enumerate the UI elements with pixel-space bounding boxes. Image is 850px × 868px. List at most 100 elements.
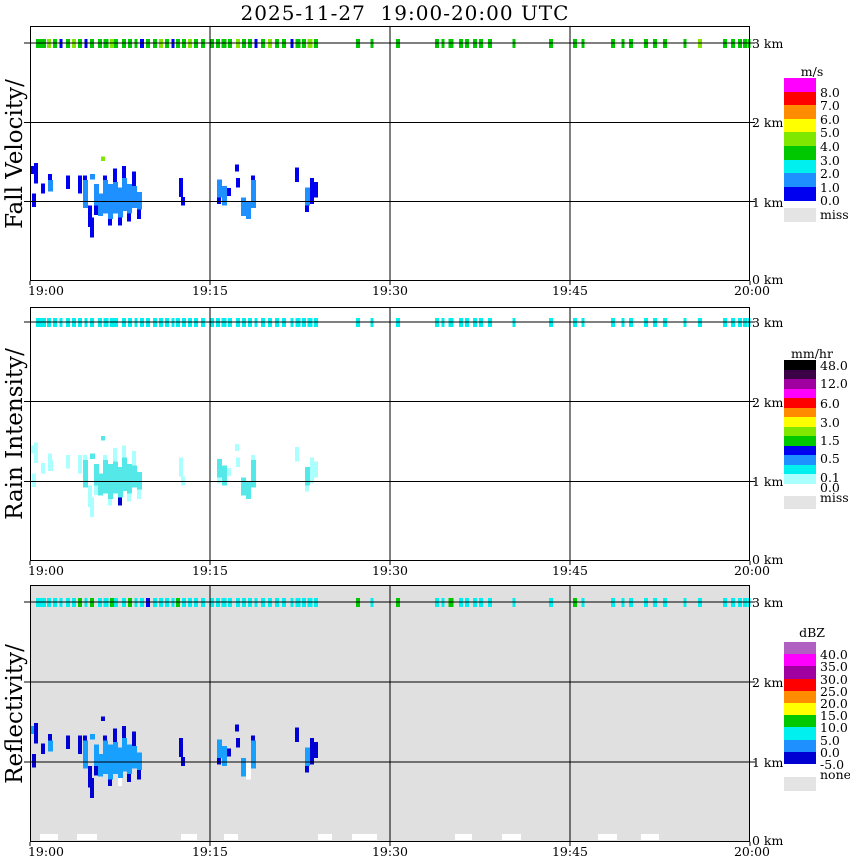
echo-streak bbox=[122, 166, 126, 178]
xtick-label: 20:00 bbox=[733, 283, 771, 298]
footer-mark bbox=[40, 834, 58, 840]
echo-streak bbox=[122, 445, 126, 458]
km-label: 2 km bbox=[752, 115, 784, 130]
echo-streak bbox=[103, 180, 108, 214]
echo-streak bbox=[103, 735, 107, 741]
legend-cell bbox=[784, 654, 816, 667]
echo-streak bbox=[32, 193, 36, 208]
echo-streak bbox=[217, 739, 222, 758]
echo-streak bbox=[34, 442, 38, 463]
echo-streak bbox=[90, 778, 94, 798]
echo-streak bbox=[103, 459, 108, 494]
echo-streak bbox=[236, 738, 240, 748]
echo-streak bbox=[122, 177, 127, 212]
legend-cell bbox=[784, 445, 816, 456]
ylabel-fall-velocity: Fall Velocity/ bbox=[2, 78, 28, 229]
echo-streak bbox=[113, 181, 118, 214]
echo-streak bbox=[122, 726, 126, 738]
echo-streak bbox=[94, 463, 99, 486]
echo-streak bbox=[241, 477, 246, 496]
echo-streak bbox=[103, 740, 108, 774]
legend-title-reflectivity: dBZ bbox=[799, 625, 825, 640]
echo-streak bbox=[127, 463, 132, 494]
echo-streak bbox=[41, 463, 45, 474]
echo-streak bbox=[227, 188, 231, 197]
echo-streak bbox=[118, 497, 122, 506]
xtick-label: 19:45 bbox=[551, 844, 589, 859]
legend-label: 0.5 bbox=[820, 451, 840, 466]
echo-streak bbox=[179, 738, 183, 758]
legend-cell bbox=[784, 455, 816, 465]
echo-streak bbox=[90, 453, 95, 459]
echo-streak bbox=[305, 187, 310, 206]
echo-streak bbox=[222, 465, 227, 486]
echo-streak bbox=[66, 455, 70, 469]
legend-label: 6.0 bbox=[820, 112, 840, 127]
echo-streak bbox=[88, 485, 92, 507]
echo-streak bbox=[305, 766, 309, 773]
legend-label: 12.0 bbox=[820, 376, 848, 391]
echo-streak bbox=[32, 754, 36, 768]
km-label: 2 km bbox=[752, 395, 784, 410]
echo-streak bbox=[246, 481, 251, 499]
km-label: 2 km bbox=[752, 675, 784, 690]
echo-streak bbox=[83, 180, 88, 208]
echo-streak bbox=[90, 217, 94, 238]
echo-streak bbox=[98, 473, 103, 496]
echo-streak bbox=[217, 197, 221, 204]
echo-streak bbox=[48, 740, 53, 752]
legend-label: 0.0 bbox=[820, 480, 840, 495]
xtick-label: 19:30 bbox=[371, 844, 409, 859]
echo-streak bbox=[94, 184, 99, 206]
legend-label: 1.0 bbox=[820, 180, 840, 195]
legend-cell bbox=[784, 739, 816, 753]
footer-mark bbox=[641, 834, 659, 840]
echo-streak bbox=[251, 740, 256, 769]
echo-streak bbox=[236, 177, 240, 188]
echo-streak bbox=[127, 493, 131, 502]
echo-streak bbox=[251, 175, 255, 181]
echo-streak bbox=[127, 213, 131, 222]
echo-streak bbox=[132, 746, 137, 769]
echo-streak bbox=[118, 187, 123, 218]
echo-streak bbox=[241, 758, 246, 777]
echo-streak bbox=[83, 735, 87, 741]
echo-streak bbox=[48, 453, 52, 460]
echo-streak bbox=[34, 162, 38, 184]
legend-label: 10.0 bbox=[820, 720, 848, 735]
echo-streak bbox=[88, 205, 92, 227]
legend-cell bbox=[784, 186, 816, 201]
legend-label: 15.0 bbox=[820, 708, 848, 723]
legend-cell bbox=[784, 483, 816, 494]
echo-streak bbox=[118, 467, 123, 498]
echo-streak bbox=[179, 177, 183, 197]
xtick-label: 20:00 bbox=[733, 844, 771, 859]
echo-streak bbox=[246, 201, 251, 220]
echo-streak bbox=[113, 447, 117, 462]
plot-reflectivity bbox=[24, 585, 755, 846]
echo-streak bbox=[314, 742, 318, 758]
legend-label: 40.0 bbox=[820, 647, 848, 662]
legend-cell bbox=[784, 173, 816, 188]
legend-miss-cell bbox=[784, 777, 816, 791]
xtick-label: 19:00 bbox=[27, 563, 65, 578]
legend-cell bbox=[784, 105, 816, 120]
km-label: 3 km bbox=[752, 36, 784, 51]
echo-streak bbox=[310, 738, 314, 765]
km-label: 3 km bbox=[752, 315, 784, 330]
echo-streak bbox=[48, 173, 52, 181]
plot-border bbox=[30, 26, 750, 281]
echo-streak bbox=[98, 754, 103, 777]
legend-label: 3.0 bbox=[820, 415, 840, 430]
echo-streak bbox=[31, 445, 35, 454]
echo-streak bbox=[113, 461, 118, 494]
echo-streak bbox=[41, 743, 45, 754]
legend-label: 4.0 bbox=[820, 139, 840, 154]
legend-label: 48.0 bbox=[820, 358, 848, 373]
footer-mark bbox=[598, 834, 617, 840]
echo-streak bbox=[31, 726, 35, 734]
echo-streak bbox=[32, 473, 36, 487]
legend-cell bbox=[784, 398, 816, 408]
legend-label: 1.5 bbox=[820, 433, 840, 448]
footer-mark bbox=[318, 834, 332, 840]
